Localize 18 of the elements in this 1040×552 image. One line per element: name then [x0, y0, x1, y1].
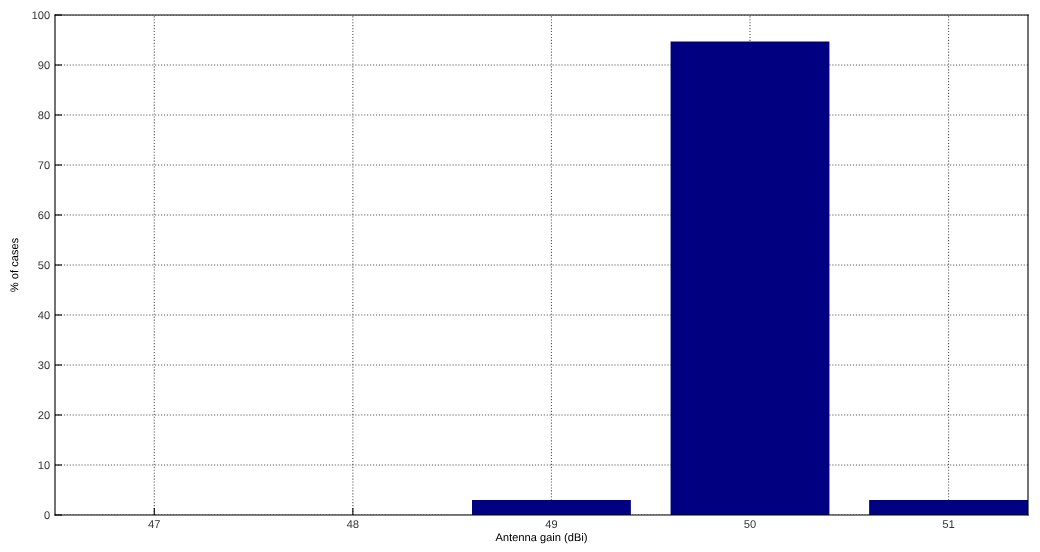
y-tick-label: 0	[44, 511, 50, 520]
x-tick-label: 51	[942, 520, 955, 529]
x-tick-label: 47	[148, 520, 160, 528]
y-tick-label: 30	[38, 361, 50, 370]
y-tick-label: 50	[38, 261, 50, 270]
y-axis-title: % of cases	[10, 238, 19, 292]
x-tick-label: 50	[744, 520, 756, 529]
y-tick-label: 80	[38, 111, 50, 120]
y-tick-label: 90	[38, 61, 50, 70]
y-tick-label: 70	[38, 161, 50, 170]
x-axis-title: Antenna gain (dBi)	[495, 533, 587, 544]
x-tick-label: 49	[545, 520, 558, 529]
y-tick-label: 10	[38, 461, 50, 470]
y-tick-label: 40	[38, 311, 50, 320]
y-tick-label: 60	[38, 211, 50, 220]
x-tick-label: 48	[346, 520, 359, 529]
y-tick-label: 100	[32, 11, 50, 20]
y-tick-label: 20	[38, 411, 50, 420]
